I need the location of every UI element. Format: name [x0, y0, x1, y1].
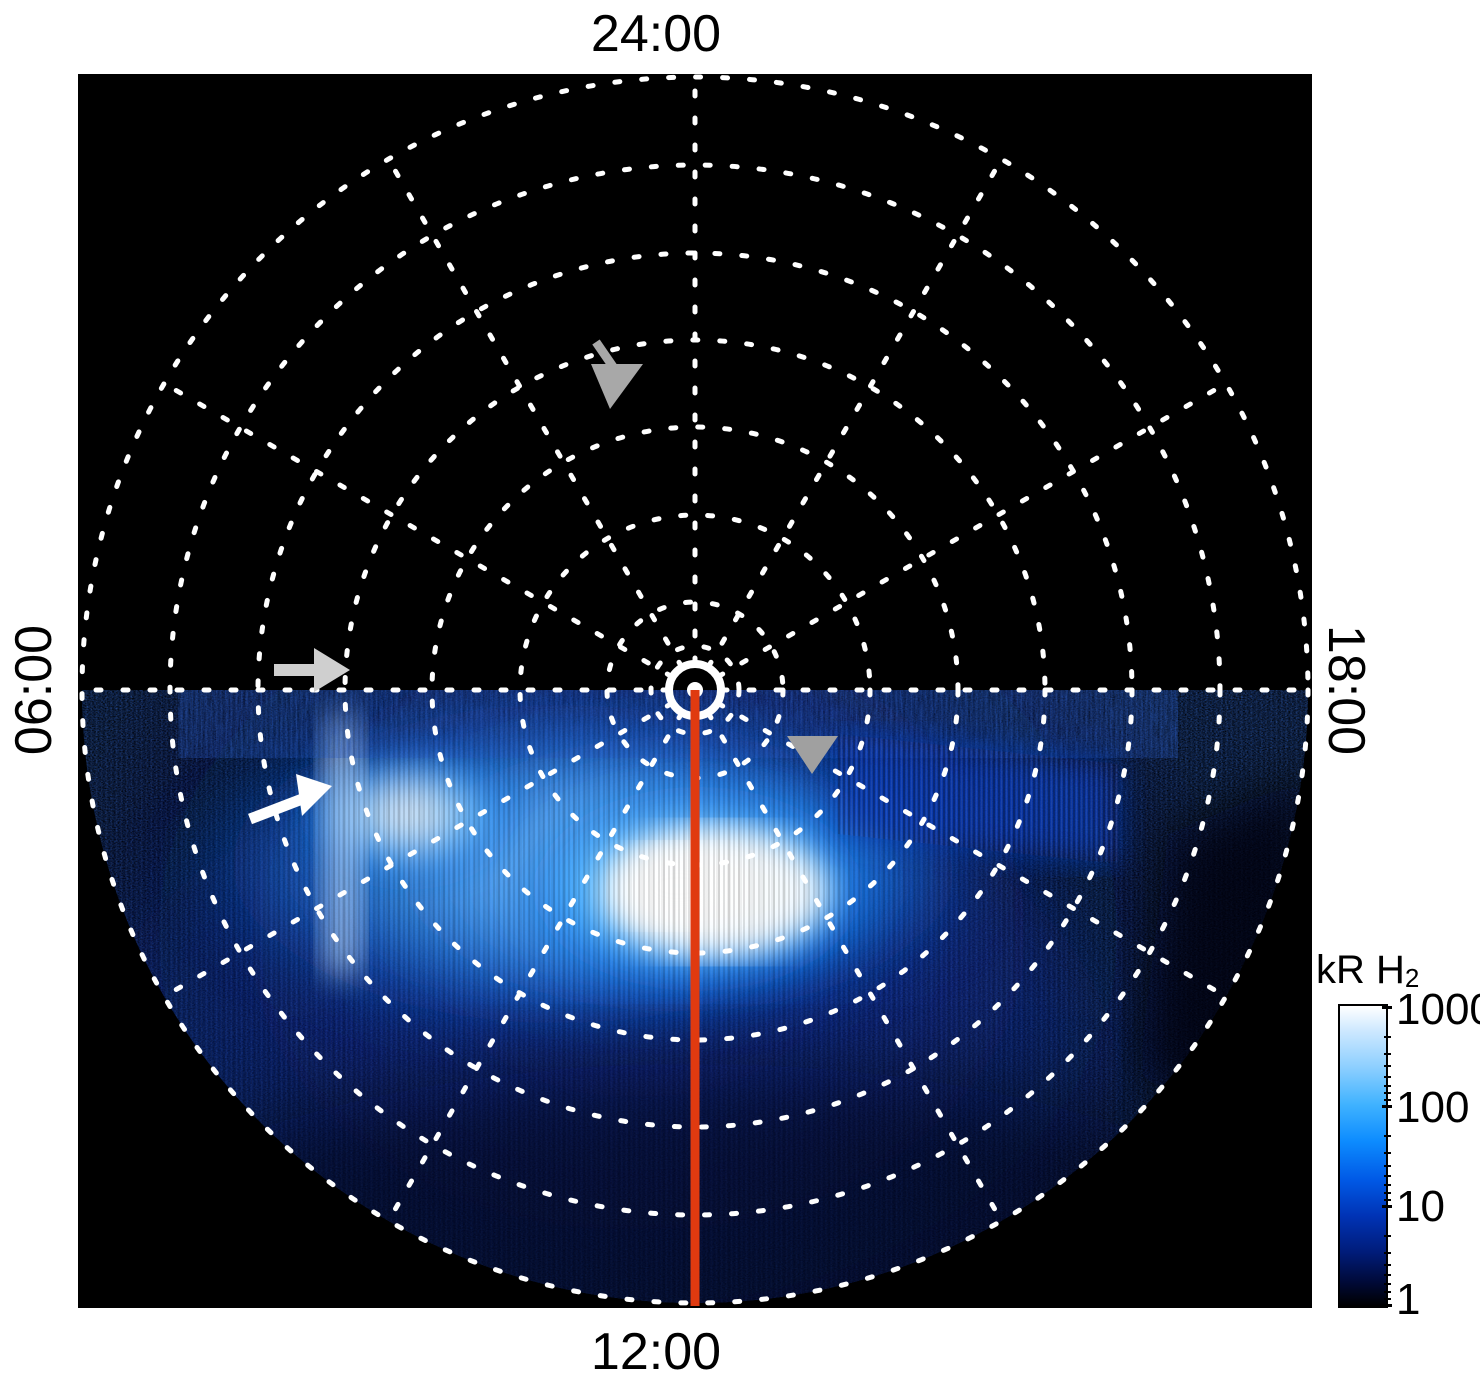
axis-label-top: 24:00: [590, 5, 722, 63]
colorbar-minor-tick: [1384, 1076, 1391, 1078]
colorbar-minor-tick: [1384, 1036, 1391, 1038]
colorbar-label-1: 1: [1396, 1275, 1421, 1324]
colorbar-tick-100: [1382, 1105, 1392, 1108]
colorbar-minor-tick: [1384, 1235, 1391, 1237]
colorbar-tick-10: [1382, 1205, 1392, 1208]
colorbar-minor-tick: [1384, 1298, 1391, 1300]
colorbar-minor-tick: [1384, 1184, 1391, 1186]
colorbar-tick-1: [1382, 1304, 1392, 1307]
axis-label-right: 18:00: [1317, 624, 1375, 756]
colorbar-label-10: 10: [1396, 1182, 1445, 1231]
axis-label-left: 06:00: [5, 624, 63, 756]
colorbar-minor-tick: [1384, 1199, 1391, 1201]
colorbar-minor-tick: [1384, 1053, 1391, 1055]
colorbar-minor-tick: [1384, 1283, 1391, 1285]
colorbar-minor-tick: [1384, 1165, 1391, 1167]
colorbar-label-100: 100: [1396, 1083, 1470, 1132]
colorbar-title-text: kR H: [1316, 948, 1405, 992]
colorbar-minor-tick: [1384, 1252, 1391, 1254]
colorbar: kR H2 1000 100 10 1: [1316, 948, 1480, 1322]
aurora-image: [78, 74, 1312, 1308]
colorbar-minor-tick: [1384, 1085, 1391, 1087]
colorbar-label-1000: 1000: [1396, 985, 1480, 1034]
colorbar-minor-tick: [1384, 1135, 1391, 1137]
colorbar-minor-tick: [1384, 1065, 1391, 1067]
colorbar-minor-tick: [1384, 1099, 1391, 1101]
colorbar-minor-tick: [1384, 1192, 1391, 1194]
colorbar-minor-tick: [1384, 1175, 1391, 1177]
colorbar-minor-tick: [1384, 1092, 1391, 1094]
colorbar-gradient: [1338, 1004, 1388, 1308]
colorbar-minor-tick: [1384, 1264, 1391, 1266]
colorbar-title: kR H2: [1316, 948, 1419, 994]
colorbar-minor-tick: [1384, 1274, 1391, 1276]
colorbar-minor-tick: [1384, 1152, 1391, 1154]
polar-plot-area: [78, 74, 1312, 1308]
axis-label-bottom: 12:00: [590, 1323, 722, 1381]
colorbar-title-subscript: 2: [1404, 963, 1420, 993]
colorbar-tick-1000: [1382, 1006, 1392, 1009]
colorbar-minor-tick: [1384, 1291, 1391, 1293]
